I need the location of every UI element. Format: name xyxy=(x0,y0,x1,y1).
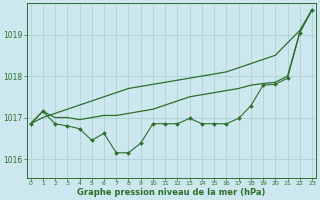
X-axis label: Graphe pression niveau de la mer (hPa): Graphe pression niveau de la mer (hPa) xyxy=(77,188,266,197)
